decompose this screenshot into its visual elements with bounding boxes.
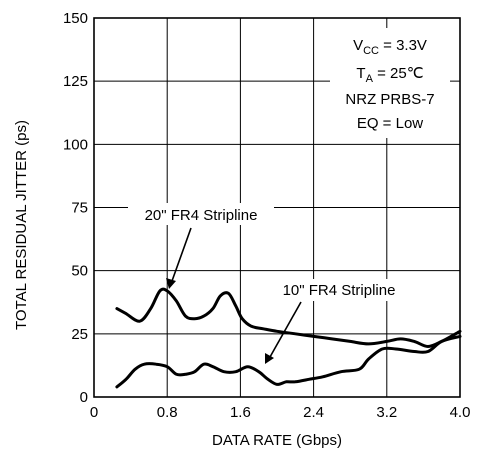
y-tick-label: 50 — [71, 263, 88, 280]
label-20in-backdrop — [128, 203, 274, 225]
y-tick-label: 125 — [63, 73, 88, 90]
x-tick-labels: 0 0.8 1.6 2.4 3.2 4.0 — [90, 404, 471, 421]
x-axis-title: DATA RATE (Gbps) — [212, 432, 342, 449]
x-tick-label: 1.6 — [230, 404, 251, 421]
x-tick-label: 3.2 — [376, 404, 397, 421]
x-tick-label: 4.0 — [450, 404, 471, 421]
y-tick-label: 25 — [71, 326, 88, 343]
x-tick-label: 2.4 — [303, 404, 324, 421]
x-tick-label: 0 — [90, 404, 98, 421]
plot-frame — [93, 17, 461, 398]
y-axis-title: TOTAL RESIDUAL JITTER (ps) — [13, 120, 30, 330]
y-tick-label: 100 — [63, 136, 88, 153]
x-tick-label: 0.8 — [157, 404, 178, 421]
y-tick-label: 0 — [80, 389, 88, 406]
label-10in-backdrop — [264, 279, 414, 301]
y-tick-label: 150 — [63, 10, 88, 27]
pattern-condition: NRZ PRBS-7 — [345, 91, 434, 108]
vcc-condition: VCC = 3.3V — [353, 37, 427, 57]
series-layer — [115, 287, 462, 389]
series-label-10in: 10" FR4 Stripline — [283, 282, 396, 299]
series-label-20in: 20" FR4 Stripline — [145, 207, 258, 224]
conditions-backdrop — [330, 28, 450, 138]
y-tick-label: 75 — [71, 200, 88, 217]
series-line-10in — [115, 334, 462, 389]
arrow-10in — [265, 301, 302, 364]
y-tick-labels: 0 25 50 75 100 125 150 — [63, 10, 88, 406]
arrow-20in — [166, 227, 192, 289]
eq-condition: EQ = Low — [357, 115, 423, 132]
series-line-20in — [115, 287, 462, 348]
ta-condition: TA = 25℃ — [356, 65, 423, 85]
